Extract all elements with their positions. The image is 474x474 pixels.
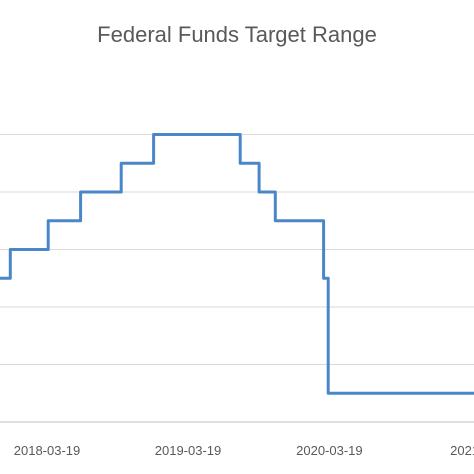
grid-lines	[0, 134, 474, 365]
x-tick-label: 2021-0	[450, 443, 474, 458]
chart-title: Federal Funds Target Range	[97, 22, 377, 47]
x-tick-label: 2020-03-19	[296, 443, 363, 458]
series-line	[0, 133, 474, 395]
x-tick-labels: 2018-03-19 2019-03-19 2020-03-19 2021-0	[14, 443, 474, 458]
x-tick-label: 2019-03-19	[155, 443, 222, 458]
series-layer	[0, 133, 474, 395]
x-tick-label: 2018-03-19	[14, 443, 81, 458]
